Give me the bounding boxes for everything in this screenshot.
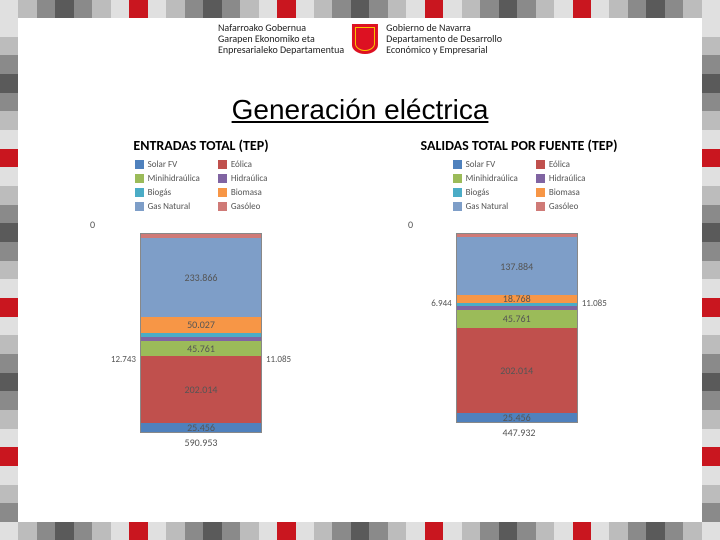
border-left xyxy=(0,18,18,522)
chart-salidas: SALIDAS TOTAL POR FUENTE (TEP) Solar FV E… xyxy=(372,138,666,518)
legend-item: Biogás xyxy=(135,187,200,198)
header: Nafarroako Gobernua Garapen Ekonomiko et… xyxy=(218,22,502,55)
axis-zero-left: 0 xyxy=(90,218,95,231)
page-title: Generación eléctrica xyxy=(232,94,489,126)
bar-segment: 45.761 xyxy=(141,341,261,356)
legend-item: Gasóleo xyxy=(536,201,586,212)
bar-segment: 233.866 xyxy=(141,238,261,316)
border-right xyxy=(702,18,720,522)
legend-item: Eólica xyxy=(218,159,268,170)
header-left-3: Enpresarialeko Departamentua xyxy=(218,44,344,55)
legend-item: Gasóleo xyxy=(218,201,268,212)
stack-left: 233.86650.027 45.761202.01425.456 xyxy=(140,233,262,433)
legend-item: Biomasa xyxy=(218,187,268,198)
side-labels-left-l: 12.743 xyxy=(111,233,140,433)
legend-item: Eólica xyxy=(536,159,586,170)
shield-icon xyxy=(352,24,378,54)
bar-segment: 45.761 xyxy=(457,310,577,329)
total-left: 590.953 xyxy=(185,436,218,449)
legend-item: Hidraúlica xyxy=(218,173,268,184)
bar-segment: 202.014 xyxy=(457,328,577,412)
legend-item: Gas Natural xyxy=(135,201,200,212)
side-labels-left-r: 11.085 xyxy=(262,233,291,433)
chart-title-right: SALIDAS TOTAL POR FUENTE (TEP) xyxy=(421,138,618,153)
legend-item: Solar FV xyxy=(453,159,518,170)
logo-left: Nafarroako Gobernua Garapen Ekonomiko et… xyxy=(218,22,344,55)
chart-entradas: ENTRADAS TOTAL (TEP) Solar FV Eólica Minih… xyxy=(54,138,348,518)
stack-right: 137.88418.768 45.761202.01425.456 xyxy=(456,233,578,423)
border-bottom xyxy=(0,522,720,540)
legend-right: Solar FV Eólica Minihidraúlica Hidraúlica Bi… xyxy=(453,159,586,212)
header-right-3: Económico y Empresarial xyxy=(386,44,502,55)
legend-item: Minihidraúlica xyxy=(135,173,200,184)
axis-zero-right: 0 xyxy=(408,218,413,231)
legend-item: Hidraúlica xyxy=(536,173,586,184)
legend-item: Solar FV xyxy=(135,159,200,170)
bar-segment: 137.884 xyxy=(457,237,577,294)
bar-segment: 25.456 xyxy=(141,423,261,432)
legend-item: Gas Natural xyxy=(453,201,518,212)
legend-item: Biogás xyxy=(453,187,518,198)
total-right: 447.932 xyxy=(503,426,536,439)
side-labels-right-r: 11.085 xyxy=(578,233,607,423)
logo-right: Gobierno de Navarra Departamento de Desa… xyxy=(386,22,502,55)
chart-area: ENTRADAS TOTAL (TEP) Solar FV Eólica Minih… xyxy=(54,138,666,518)
side-labels-right-l: 6.944 xyxy=(431,233,456,423)
bar-segment: 18.768 xyxy=(457,295,577,303)
bar-segment: 50.027 xyxy=(141,317,261,334)
chart-title-left: ENTRADAS TOTAL (TEP) xyxy=(133,138,268,153)
legend-item: Biomasa xyxy=(536,187,586,198)
bar-segment: 202.014 xyxy=(141,356,261,423)
border-top xyxy=(0,0,720,18)
legend-left: Solar FV Eólica Minihidraúlica Hidraúlica Bi… xyxy=(135,159,268,212)
bar-segment: 25.456 xyxy=(457,413,577,423)
legend-item: Minihidraúlica xyxy=(453,173,518,184)
